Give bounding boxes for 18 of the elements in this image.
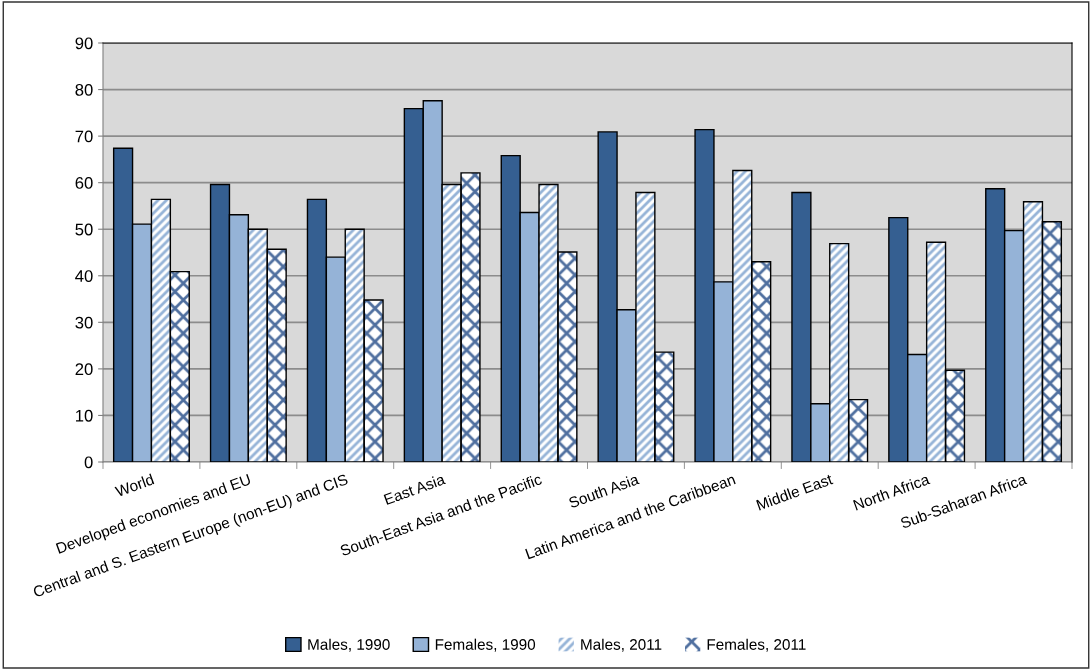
y-tick-label: 60 [75, 177, 93, 189]
x-tick-label: South Asia [567, 473, 640, 509]
y-tick-label: 30 [75, 316, 93, 329]
y-tick-label: 0 [84, 456, 93, 469]
legend-label: Females, 2011 [707, 638, 806, 652]
legend-label: Males, 2011 [581, 638, 662, 652]
legend-label: Males, 1990 [308, 638, 390, 652]
x-tick-label: East Asia [383, 473, 446, 506]
y-tick-label: 70 [75, 130, 93, 143]
y-tick-label: 50 [75, 223, 93, 236]
y-tick-label: 90 [75, 37, 93, 50]
y-tick-label: 10 [76, 409, 93, 422]
y-tick-label: 80 [75, 83, 93, 96]
y-tick-label: 40 [75, 270, 93, 282]
y-tick-label: 20 [75, 363, 93, 376]
legend-label: Females, 1990 [435, 638, 536, 652]
x-tick-label: Middle East [755, 473, 834, 511]
x-tick-label: World [114, 473, 155, 498]
